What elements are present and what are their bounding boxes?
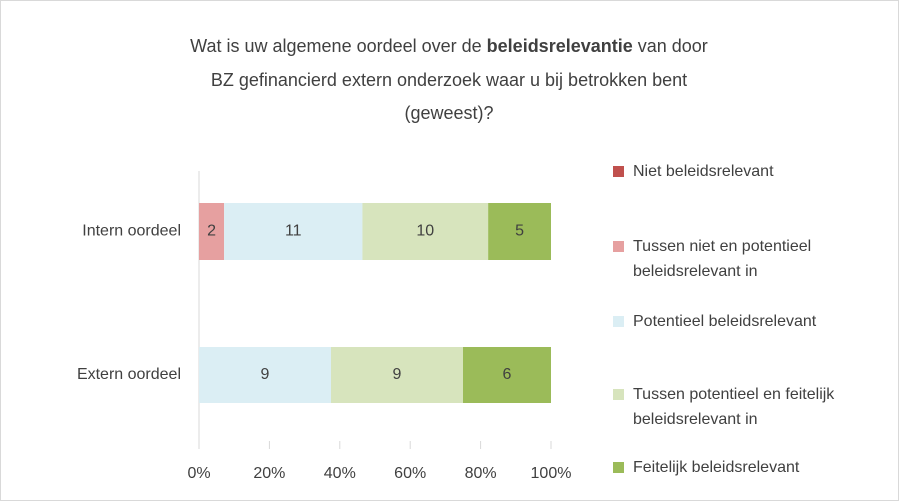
data-label: 9 — [393, 366, 402, 383]
bar-segment — [224, 203, 363, 260]
legend-entry: Potentieel beleidsrelevant — [613, 309, 898, 334]
chart-title: BZ gefinancierd extern onderzoek waar u … — [211, 70, 687, 90]
title-part: beleidsrelevantie — [487, 36, 633, 56]
legend-label: Tussen niet en potentieel beleidsrelevan… — [633, 238, 812, 280]
legend-entry: Niet beleidsrelevant — [613, 159, 898, 184]
legend-label: Tussen potentieel en feitelijk beleidsre… — [633, 386, 835, 428]
data-label: 11 — [285, 223, 302, 240]
legend-swatch — [613, 166, 624, 177]
chart-title: (geweest)? — [404, 103, 493, 123]
x-tick-label: 80% — [465, 465, 497, 482]
title-part: Wat is uw algemene oordeel over de — [190, 36, 487, 56]
bar-segment — [488, 203, 551, 260]
data-label: 10 — [416, 223, 434, 240]
data-label: 6 — [503, 366, 512, 383]
legend-label: Potentieel beleidsrelevant — [633, 313, 817, 330]
bar-segment — [463, 347, 551, 403]
bar-segment — [199, 347, 331, 403]
legend-swatch — [613, 462, 624, 473]
legend-label: Niet beleidsrelevant — [633, 163, 774, 180]
legend-swatch — [613, 316, 624, 327]
legend-swatch — [613, 389, 624, 400]
y-tick-label: Extern oordeel — [77, 366, 181, 383]
title-part: van door — [633, 36, 708, 56]
x-tick-label: 20% — [253, 465, 285, 482]
bar-segment — [331, 347, 463, 403]
x-tick-label: 40% — [324, 465, 356, 482]
bar-segment — [362, 203, 489, 260]
x-tick-label: 100% — [531, 465, 572, 482]
legend-entry: Tussen niet en potentieel beleidsrelevan… — [613, 234, 898, 284]
bar-segment — [199, 203, 225, 260]
chart-title: Wat is uw algemene oordeel over de belei… — [190, 36, 708, 56]
x-tick-label: 60% — [394, 465, 426, 482]
x-tick-label: 0% — [187, 465, 210, 482]
legend-entry: Feitelijk beleidsrelevant — [613, 455, 898, 480]
data-label: 2 — [207, 223, 216, 240]
legend-label: Feitelijk beleidsrelevant — [633, 459, 800, 476]
data-label: 9 — [261, 366, 270, 383]
legend-entry: Tussen potentieel en feitelijk beleidsre… — [613, 382, 898, 432]
data-label: 5 — [515, 223, 524, 240]
y-tick-label: Intern oordeel — [82, 223, 181, 240]
legend-swatch — [613, 241, 624, 252]
